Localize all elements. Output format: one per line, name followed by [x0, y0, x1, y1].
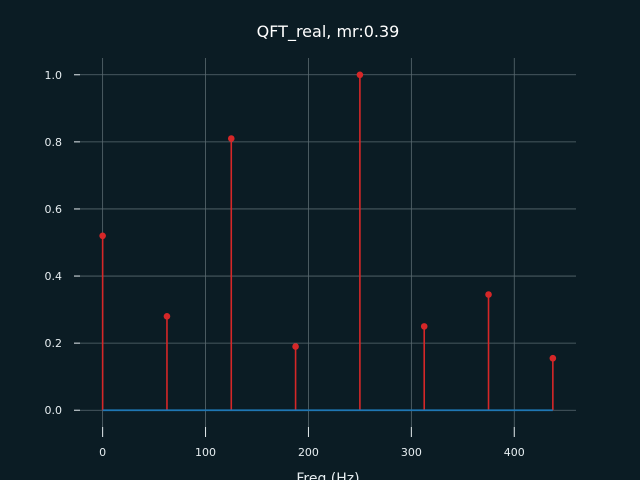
stem-marker — [485, 291, 492, 298]
stem-marker — [99, 232, 106, 240]
y-tick-label: 0.0 — [45, 404, 63, 417]
x-tick-label: 0 — [99, 446, 106, 459]
x-tick-label: 300 — [401, 446, 422, 459]
y-tick-label: 0.4 — [45, 270, 63, 283]
stem-series — [99, 71, 557, 412]
y-tick-label: 0.8 — [45, 136, 63, 149]
stem-marker — [227, 135, 235, 142]
stem-marker — [356, 71, 364, 79]
stem-marker — [163, 313, 171, 320]
stem-marker — [420, 323, 428, 330]
grid-lines — [80, 58, 576, 427]
x-tick-label: 100 — [195, 446, 216, 459]
x-tick-label: 200 — [298, 446, 319, 459]
x-tick-label: 400 — [504, 446, 525, 459]
y-tick-label: 0.2 — [45, 337, 63, 350]
chart-title: QFT_real, mr:0.39 — [257, 22, 400, 42]
stem-marker — [549, 354, 557, 362]
y-tick-label: 0.6 — [45, 203, 63, 216]
stem-marker — [292, 343, 299, 350]
x-axis-label: Freq (Hz) — [296, 471, 359, 480]
axis-ticks: 0 100 200 300 400 0.0 0.2 0.4 0.6 0.8 1.0 — [45, 69, 525, 459]
y-tick-label: 1.0 — [45, 69, 63, 82]
